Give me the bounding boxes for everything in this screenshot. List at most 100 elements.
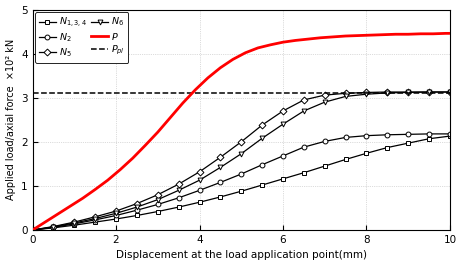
$P$: [230, 58, 236, 61]
$P$: [43, 221, 48, 224]
$N_6$: [134, 206, 140, 209]
$N_6$: [447, 90, 453, 94]
$N_5$: [301, 98, 307, 102]
$N_6$: [92, 217, 98, 220]
$N_6$: [426, 90, 432, 94]
$N_{1,3,4}$: [426, 137, 432, 140]
$N_6$: [238, 152, 244, 155]
$N_5$: [364, 91, 369, 94]
$N_{1,3,4}$: [259, 184, 265, 187]
$N_6$: [51, 225, 56, 228]
$P$: [293, 39, 298, 42]
$P$: [80, 197, 85, 200]
$P$: [180, 101, 186, 105]
$N_{1,3,4}$: [92, 221, 98, 224]
$P_{pl}$: [30, 92, 36, 95]
$P$: [393, 33, 398, 36]
$N_6$: [197, 178, 202, 182]
$N_2$: [176, 196, 182, 200]
$P$: [418, 32, 424, 35]
$P$: [193, 88, 198, 92]
$N_5$: [30, 228, 36, 232]
$N_{1,3,4}$: [238, 190, 244, 193]
$P$: [431, 32, 436, 35]
Line: $N_2$: $N_2$: [30, 131, 452, 232]
$N_6$: [218, 166, 223, 169]
$N_{1,3,4}$: [384, 146, 390, 149]
$N_2$: [447, 132, 453, 135]
$N_5$: [134, 202, 140, 205]
$N_{1,3,4}$: [405, 142, 411, 145]
$N_2$: [197, 189, 202, 192]
$N_5$: [405, 90, 411, 94]
$P$: [130, 157, 135, 160]
$P$: [168, 116, 173, 119]
$P$: [30, 228, 36, 232]
$N_5$: [197, 170, 202, 173]
$P_{pl}$: [72, 92, 77, 95]
$N_6$: [280, 123, 286, 126]
$P$: [330, 35, 336, 39]
Line: $N_{1,3,4}$: $N_{1,3,4}$: [30, 134, 452, 232]
$P$: [280, 41, 286, 44]
Legend: $N_{1,3,4}$, $N_2$, $N_5$, $N_6$, $P$, $P_{pl}$: $N_{1,3,4}$, $N_2$, $N_5$, $N_6$, $P$, $…: [36, 13, 128, 63]
$N_5$: [426, 90, 432, 94]
$N_6$: [405, 91, 411, 94]
$N_5$: [280, 109, 286, 113]
X-axis label: Displacement at the load application point(mm): Displacement at the load application poi…: [116, 251, 367, 260]
$N_2$: [343, 136, 348, 139]
$N_{1,3,4}$: [176, 206, 182, 209]
$N_{1,3,4}$: [343, 158, 348, 161]
$P$: [255, 46, 261, 49]
$P$: [155, 131, 161, 134]
$N_2$: [280, 154, 286, 157]
$N_5$: [92, 215, 98, 218]
$N_5$: [259, 123, 265, 127]
$P$: [243, 51, 248, 54]
$P$: [368, 34, 373, 37]
$P$: [305, 38, 311, 41]
$N_2$: [322, 140, 328, 143]
$N_2$: [364, 134, 369, 137]
$P$: [267, 43, 273, 47]
$N_{1,3,4}$: [218, 195, 223, 198]
$N_2$: [155, 203, 161, 206]
$N_5$: [113, 209, 119, 213]
$N_2$: [51, 226, 56, 229]
$P$: [117, 168, 123, 171]
$N_2$: [384, 133, 390, 136]
$N_{1,3,4}$: [51, 226, 56, 229]
$N_2$: [72, 222, 77, 226]
$P$: [218, 66, 223, 69]
$N_6$: [343, 95, 348, 98]
$P$: [355, 34, 361, 37]
Line: $N_6$: $N_6$: [30, 90, 452, 232]
$P$: [343, 34, 348, 38]
$N_5$: [218, 156, 223, 159]
$P$: [405, 33, 411, 36]
$N_2$: [113, 214, 119, 217]
Line: $N_5$: $N_5$: [30, 90, 452, 232]
$N_{1,3,4}$: [113, 217, 119, 221]
$N_6$: [259, 137, 265, 140]
$N_{1,3,4}$: [322, 164, 328, 168]
$N_5$: [384, 90, 390, 94]
$N_5$: [155, 193, 161, 196]
$P$: [318, 36, 323, 39]
$N_6$: [176, 189, 182, 192]
$N_5$: [238, 140, 244, 143]
$N_2$: [92, 218, 98, 222]
$P$: [205, 76, 211, 80]
$N_{1,3,4}$: [364, 152, 369, 155]
$N_5$: [176, 182, 182, 186]
$N_6$: [384, 91, 390, 94]
$N_2$: [405, 133, 411, 136]
$N_{1,3,4}$: [197, 201, 202, 204]
$N_{1,3,4}$: [301, 171, 307, 174]
$N_6$: [364, 93, 369, 96]
$N_6$: [72, 221, 77, 225]
$N_2$: [259, 163, 265, 166]
$P$: [443, 32, 449, 35]
$N_2$: [301, 146, 307, 149]
Line: $P$: $P$: [33, 33, 450, 230]
